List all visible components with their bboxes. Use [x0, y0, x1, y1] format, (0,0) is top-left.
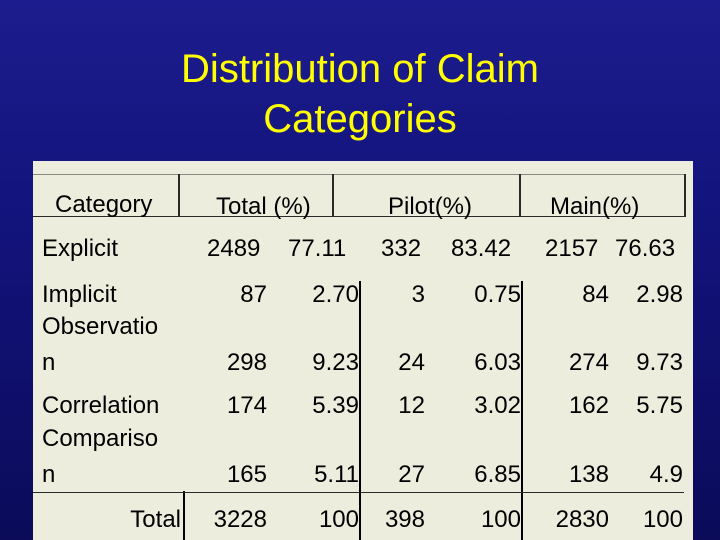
row-total-main-pct: 100	[642, 506, 683, 533]
row-correlation-total-pct: 5.39	[312, 392, 359, 419]
header-cell-category	[33, 174, 180, 217]
row-comparison-category-line-2: n	[42, 461, 56, 488]
row-implicit-main-pct: 2.98	[636, 281, 683, 308]
row-observation-total-pct: 9.23	[312, 349, 359, 376]
row-observation-total-n: 298	[226, 349, 267, 376]
header-total: Total (%)	[216, 193, 311, 220]
row-total-total-n: 3228	[213, 506, 267, 533]
row-comparison-total-n: 165	[226, 461, 267, 488]
slide-title: Distribution of Claim Categories	[0, 44, 720, 144]
row-correlation-total-n: 174	[226, 392, 267, 419]
row-comparison-category-line-1: Compariso	[42, 425, 159, 452]
row-comparison-pilot-pct: 6.85	[474, 461, 521, 488]
row-total-main-n: 2830	[555, 506, 609, 533]
row-explicit-pilot-pct: 83.42	[451, 235, 512, 262]
divider-2	[359, 281, 361, 540]
row-observation-main-n: 274	[568, 349, 609, 376]
row-correlation-category: Correlation	[42, 392, 160, 419]
header-cell-pilot	[334, 174, 521, 217]
row-observation-pilot-n: 24	[398, 349, 425, 376]
row-explicit-category: Explicit	[42, 235, 119, 262]
row-comparison-main-pct: 4.9	[649, 461, 683, 488]
divider-3	[521, 281, 523, 540]
row-total-pilot-pct: 100	[480, 506, 521, 533]
row-observation-category-line-1: Observatio	[42, 313, 159, 340]
header-pilot: Pilot(%)	[388, 193, 473, 220]
row-correlation-main-n: 162	[568, 392, 609, 419]
row-implicit-total-pct: 2.70	[312, 281, 359, 308]
table-top-rule	[33, 174, 684, 175]
claim-table: Category Total (%) Pilot(%) Main(%) Expl…	[33, 161, 693, 540]
row-explicit-total-n: 2489	[207, 235, 261, 262]
row-total-pilot-n: 398	[384, 506, 425, 533]
row-total-total-pct: 100	[318, 506, 359, 533]
row-implicit-main-n: 84	[582, 281, 609, 308]
row-explicit-pilot-n: 332	[381, 235, 422, 262]
row-correlation-pilot-n: 12	[398, 392, 425, 419]
row-implicit-pilot-pct: 0.75	[474, 281, 521, 308]
header-main: Main(%)	[550, 193, 640, 220]
row-comparison-pilot-n: 27	[398, 461, 425, 488]
row-implicit-pilot-n: 3	[411, 281, 425, 308]
row-explicit-total-pct: 77.11	[288, 235, 347, 262]
row-implicit-total-n: 87	[240, 281, 267, 308]
row-observation-category-line-2: n	[42, 349, 56, 376]
row-observation-pilot-pct: 6.03	[474, 349, 521, 376]
row-total-category: Total	[130, 506, 181, 533]
header-category: Category	[55, 191, 153, 218]
row-explicit-main-n: 2157	[545, 235, 599, 262]
row-comparison-total-pct: 5.11	[314, 461, 359, 488]
row-observation-main-pct: 9.73	[636, 349, 683, 376]
slide-title-line-1: Distribution of Claim	[181, 47, 539, 91]
header-cell-main	[521, 174, 686, 217]
row-comparison-main-n: 138	[568, 461, 609, 488]
slide-title-line-2: Categories	[263, 97, 457, 141]
row-correlation-pilot-pct: 3.02	[474, 392, 521, 419]
row-correlation-main-pct: 5.75	[636, 392, 683, 419]
row-implicit-category: Implicit	[42, 281, 117, 308]
row-explicit-main-pct: 76.63	[615, 235, 676, 262]
total-top-rule	[33, 492, 684, 493]
header-cell-total	[180, 174, 334, 217]
divider-1	[183, 491, 185, 540]
